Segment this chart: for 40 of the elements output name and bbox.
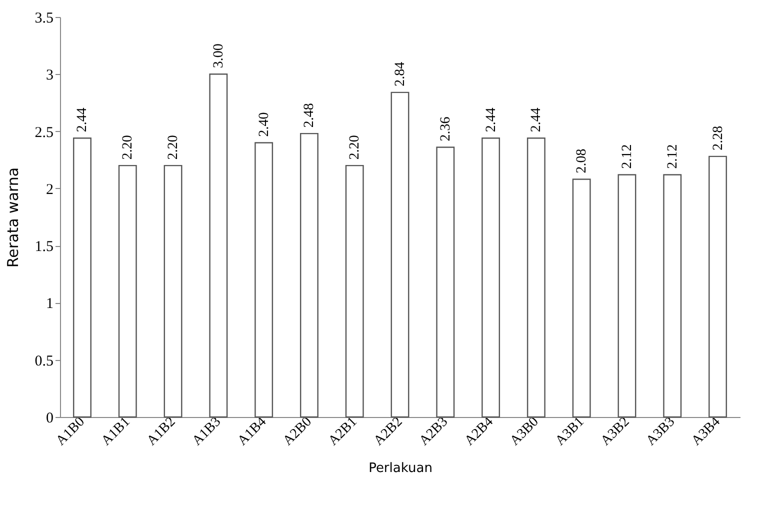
bar bbox=[663, 174, 682, 418]
bar bbox=[618, 174, 636, 418]
bar bbox=[73, 138, 92, 418]
y-tick-label: 2 bbox=[46, 182, 54, 198]
data-label: 2.20 bbox=[166, 135, 182, 160]
bar bbox=[436, 146, 455, 418]
y-tick-label: 2.5 bbox=[34, 124, 54, 141]
bar bbox=[345, 164, 364, 418]
bar bbox=[708, 156, 727, 418]
bar bbox=[254, 142, 274, 418]
bar bbox=[164, 164, 182, 418]
data-label: 2.20 bbox=[120, 135, 136, 160]
data-label: 2.12 bbox=[620, 144, 635, 169]
bar bbox=[526, 138, 546, 418]
y-tick-label: 3 bbox=[46, 68, 54, 84]
y-tick-label: 0.5 bbox=[34, 353, 54, 370]
y-axis-title: Rerata warna bbox=[4, 167, 22, 268]
data-label: 2.12 bbox=[665, 144, 680, 169]
data-label: 2.48 bbox=[302, 103, 318, 128]
data-label: 2.44 bbox=[484, 108, 499, 132]
data-label: 2.08 bbox=[574, 148, 590, 174]
x-axis-title: Perlakuan bbox=[368, 461, 432, 476]
bar bbox=[300, 132, 318, 418]
bar bbox=[209, 74, 228, 418]
data-label: 2.44 bbox=[75, 108, 90, 132]
data-label: 2.28 bbox=[710, 126, 726, 150]
data-label: 2.40 bbox=[256, 112, 272, 137]
data-label: 3.00 bbox=[211, 44, 226, 68]
data-label: 2.36 bbox=[438, 116, 454, 142]
bar bbox=[572, 178, 591, 418]
y-tick-label: 1 bbox=[46, 296, 54, 312]
data-label: 2.84 bbox=[393, 62, 408, 86]
bar bbox=[390, 92, 410, 418]
y-tick-label: 3.5 bbox=[34, 10, 54, 26]
bar bbox=[118, 164, 137, 418]
data-label: 2.20 bbox=[348, 135, 363, 160]
y-tick-label: 0 bbox=[46, 410, 54, 426]
data-label: 2.44 bbox=[529, 108, 544, 132]
bar bbox=[482, 138, 500, 418]
y-tick-label: 1.5 bbox=[34, 239, 54, 256]
